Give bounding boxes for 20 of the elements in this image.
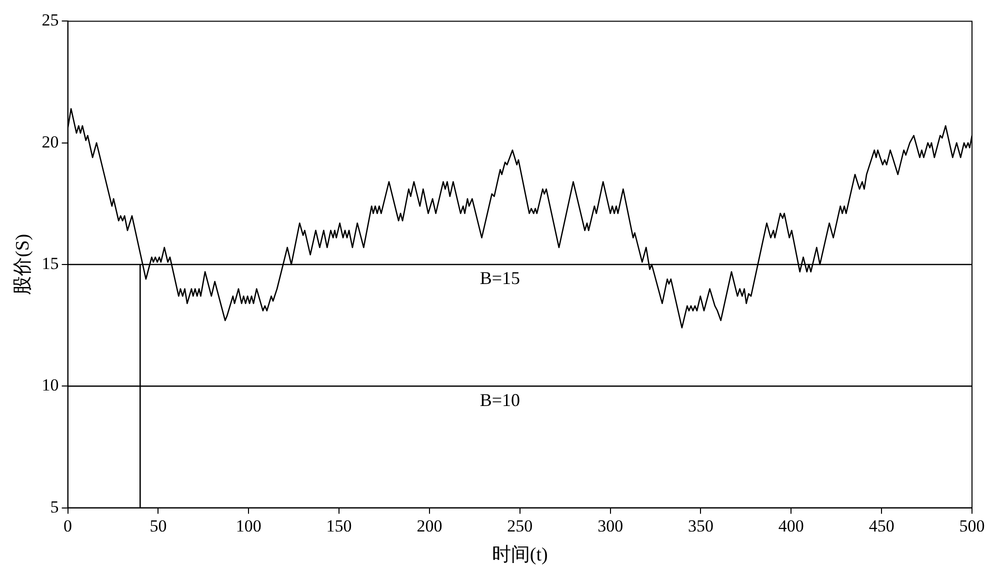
ref-line-label: B=15 [480, 268, 520, 288]
x-tick-label: 0 [64, 516, 72, 536]
x-tick-label: 50 [150, 516, 167, 536]
y-tick-label: 15 [42, 254, 59, 273]
x-tick-label: 350 [688, 516, 714, 536]
x-tick-label: 400 [778, 516, 804, 536]
y-axis-title: 股价(S) [12, 234, 34, 296]
x-tick-label: 250 [507, 516, 533, 536]
x-tick-label: 100 [236, 516, 262, 536]
x-tick-label: 300 [598, 516, 624, 536]
ref-line-label: B=10 [480, 390, 520, 410]
y-tick-label: 5 [50, 497, 59, 516]
x-tick-label: 500 [959, 516, 985, 536]
x-tick-label: 450 [868, 516, 894, 536]
x-tick-label: 150 [326, 516, 352, 536]
x-axis-title: 时间(t) [492, 544, 548, 566]
y-tick-label: 10 [42, 376, 59, 395]
y-tick-label: 20 [42, 132, 59, 152]
x-tick-label: 200 [416, 516, 442, 536]
y-tick-label: 25 [42, 10, 59, 30]
